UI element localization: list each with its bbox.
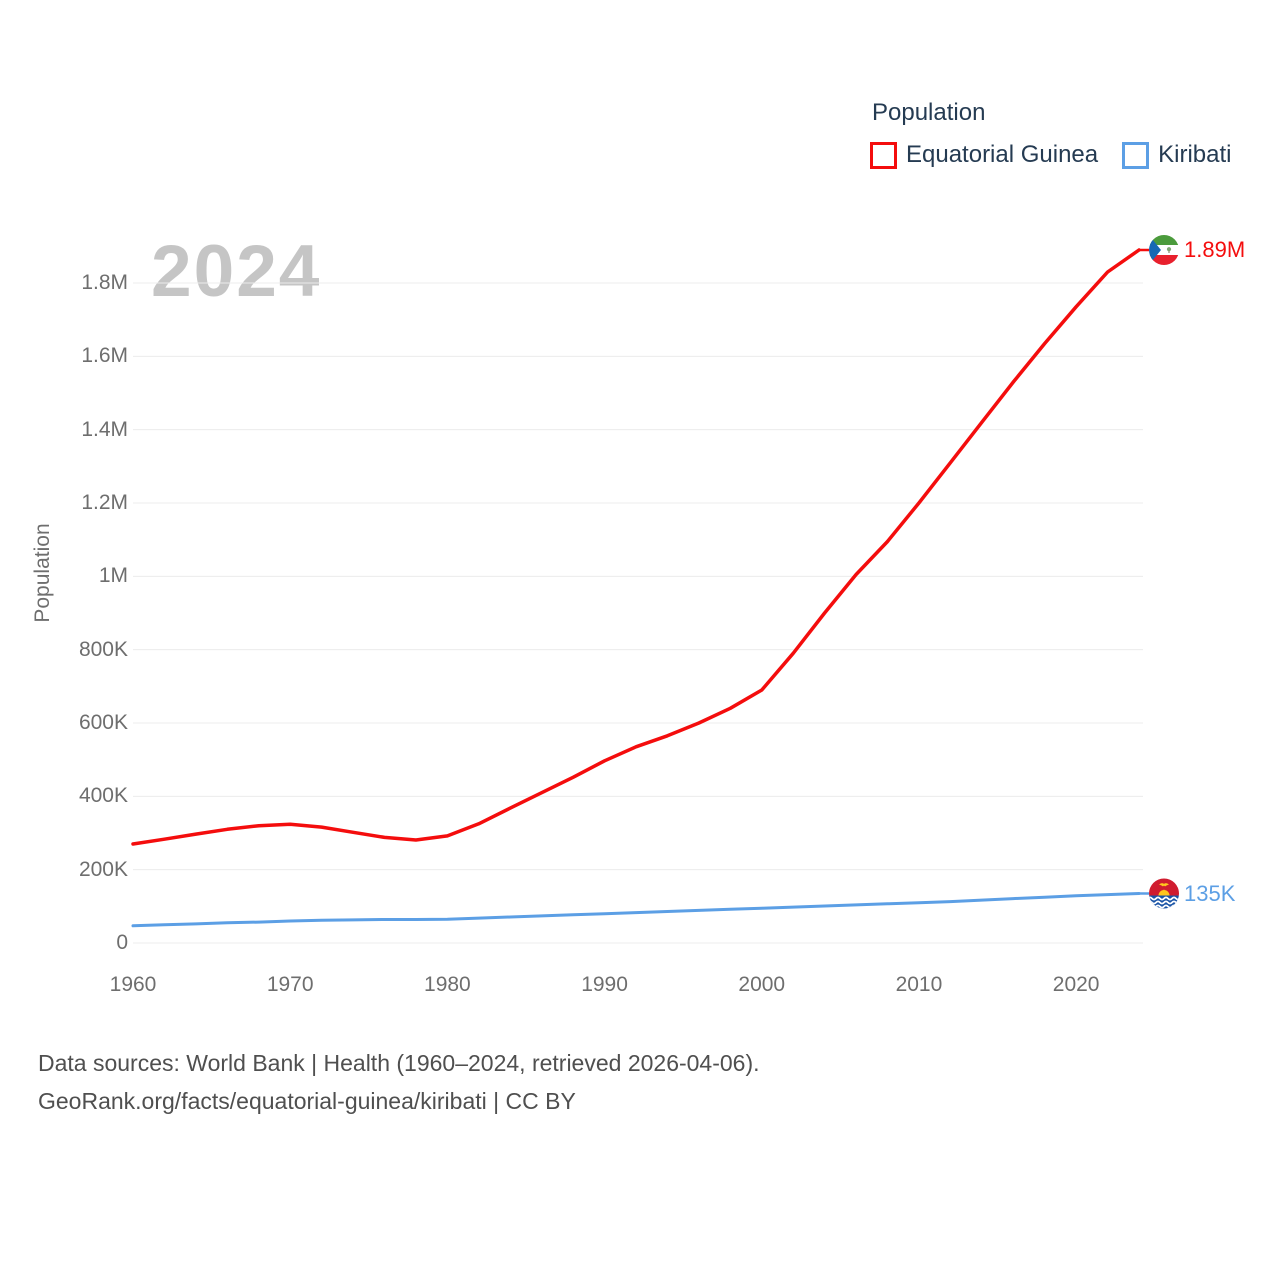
year-watermark: 2024 [151, 231, 322, 312]
y-axis-tick-label: 1.4M [81, 417, 128, 441]
legend-item-kiribati[interactable]: Kiribati [1122, 141, 1232, 169]
legend-title: Population [872, 99, 986, 126]
y-axis-tick-label: 1.6M [81, 344, 128, 368]
y-axis-tick-label: 1.8M [81, 271, 128, 294]
series-line-kiribati [131, 892, 1141, 928]
y-axis-tick-label: 800K [78, 637, 128, 661]
y-axis-tick-label: 1M [98, 564, 128, 588]
x-axis-tick-label: 1980 [424, 973, 471, 996]
legend-label-kiribati: Kiribati [1158, 141, 1232, 168]
kiribati-flag-icon [1149, 878, 1179, 909]
series-end-label-equatorial-guinea: 1.89M [1184, 237, 1246, 262]
x-axis-tick-label: 1990 [581, 973, 628, 996]
footer: Data sources: World Bank | Health (1960–… [38, 1044, 760, 1120]
x-axis-tick-label: 2020 [1052, 973, 1100, 996]
legend-label-equatorial-guinea: Equatorial Guinea [906, 141, 1099, 168]
y-axis-title: Population [31, 523, 54, 623]
x-axis-tick-label: 2000 [738, 973, 786, 996]
gridlines [133, 282, 1143, 944]
series-lines [131, 248, 1149, 928]
y-axis-tick-label: 200K [78, 857, 128, 881]
equatorial-guinea-flag-icon [1149, 235, 1179, 265]
y-axis-tick-label: 1.2M [81, 491, 128, 514]
legend-item-equatorial-guinea[interactable]: Equatorial Guinea [870, 141, 1098, 169]
attribution-text: GeoRank.org/facts/equatorial-guinea/kiri… [38, 1088, 576, 1114]
y-axis-tick-label: 600K [78, 711, 128, 734]
y-axis-tick-label: 400K [78, 784, 128, 808]
series-line-equatorial-guinea [131, 248, 1141, 846]
legend-swatch-kiribati [1122, 141, 1150, 169]
legend: Equatorial Guinea Kiribati [870, 141, 1232, 169]
x-axis-tick-label: 2010 [895, 973, 943, 996]
data-sources-text: Data sources: World Bank | Health (1960–… [38, 1050, 760, 1076]
y-axis-tick-label: 0 [116, 931, 128, 954]
x-axis-tick-label: 1970 [266, 973, 314, 996]
legend-swatch-equatorial-guinea [870, 141, 897, 169]
x-axis-tick-label: 1960 [109, 973, 157, 996]
series-end-label-kiribati: 135K [1184, 880, 1236, 906]
